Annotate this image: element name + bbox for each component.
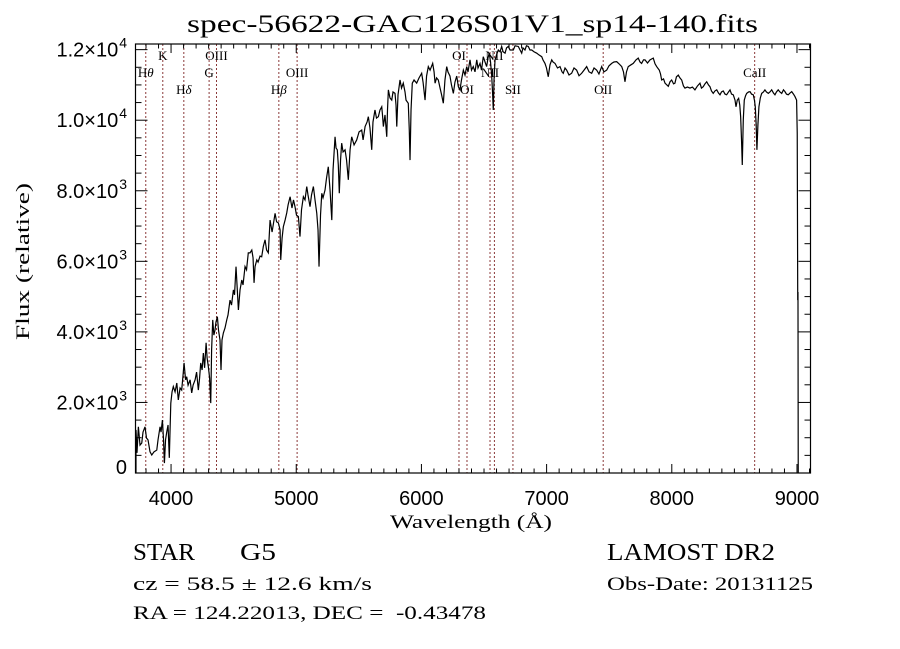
y-tick-exponent: 3 [119, 176, 127, 192]
plot-frame [134, 43, 812, 474]
object-class: STAR [133, 540, 195, 566]
line-label-greek: β [279, 82, 287, 97]
y-tick-exponent: 3 [119, 387, 127, 403]
line-label: OIII [205, 48, 227, 63]
y-tick-mantissa: 1.0×10 [56, 110, 118, 132]
y-tick-mantissa: 0 [116, 457, 127, 479]
line-label: Hδ [176, 82, 192, 97]
line-label: Hθ [138, 65, 154, 80]
y-axis-label: Flux (relative) [13, 183, 34, 340]
x-tick-label: 9000 [775, 488, 820, 510]
line-label: Hβ [271, 82, 287, 97]
chart-title: spec-56622-GAC126S01V1_sp14-140.fits [187, 11, 758, 38]
line-label: NII [481, 65, 499, 80]
y-tick-label: 6.0×103 [56, 246, 127, 273]
y-tick-mantissa: 2.0×10 [56, 392, 118, 414]
line-label-letter: H [138, 65, 147, 80]
line-label: OII [594, 82, 612, 97]
line-label-greek: δ [185, 82, 192, 97]
y-tick-label: 4.0×103 [56, 317, 127, 344]
y-tick-label: 1.2×104 [56, 35, 127, 62]
x-axis-label: Wavelength (Å) [390, 512, 552, 533]
y-tick-exponent: 4 [119, 35, 127, 51]
y-tick-mantissa: 8.0×10 [56, 181, 118, 203]
line-label: G [204, 65, 213, 80]
y-tick-mantissa: 4.0×10 [56, 322, 118, 344]
x-tick-label: 4000 [149, 488, 194, 510]
redshift-cz: cz = 58.5 ± 12.6 km/s [133, 574, 372, 595]
x-tick-label: 5000 [274, 488, 319, 510]
axis-ticks [135, 44, 811, 474]
x-tick-label: 7000 [524, 488, 569, 510]
coordinates: RA = 124.22013, DEC = -0.43478 [133, 603, 486, 624]
y-tick-label: 0 [116, 457, 127, 479]
y-tick-mantissa: 6.0×10 [56, 251, 118, 273]
line-label-letter: H [271, 82, 280, 97]
line-label: OIII [286, 65, 308, 80]
line-label: OI [460, 82, 474, 97]
line-label: OI [452, 48, 466, 63]
y-tick-label: 1.0×104 [56, 105, 127, 132]
line-label-letter: H [176, 82, 185, 97]
spectrum-line [135, 44, 799, 473]
y-tick-exponent: 3 [119, 246, 127, 262]
line-label-greek: θ [147, 65, 154, 80]
x-tick-label: 8000 [650, 488, 695, 510]
observation-date: Obs-Date: 20131125 [607, 574, 813, 595]
y-tick-label: 2.0×103 [56, 387, 127, 414]
y-tick-label: 8.0×103 [56, 176, 127, 203]
y-tick-exponent: 3 [119, 317, 127, 333]
y-tick-mantissa: 1.2×10 [56, 40, 118, 62]
line-label: CaII [743, 65, 766, 80]
object-subclass: G5 [240, 540, 276, 566]
tick-labels: 4000 5000 6000 7000 8000 900002.0×1034.0×1036… [56, 35, 819, 510]
survey-name: LAMOST DR2 [607, 540, 775, 566]
y-tick-exponent: 4 [119, 105, 127, 121]
line-label: SII [505, 82, 521, 97]
line-label: K [158, 48, 168, 63]
x-tick-label: 6000 [399, 488, 444, 510]
